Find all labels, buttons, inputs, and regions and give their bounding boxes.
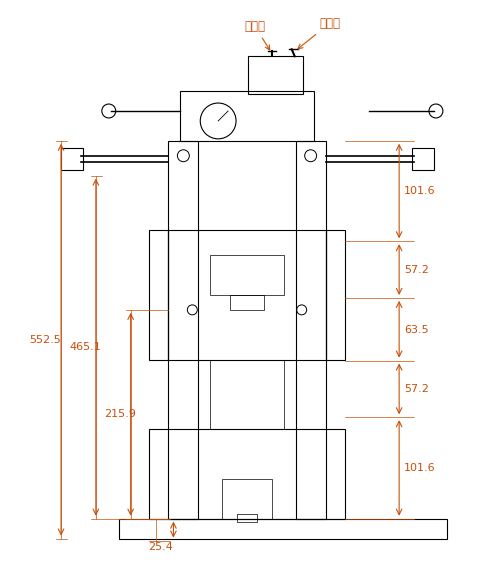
Bar bbox=[168, 231, 326, 360]
Bar bbox=[222, 479, 272, 519]
Bar bbox=[61, 148, 83, 170]
Text: 57.2: 57.2 bbox=[404, 384, 429, 395]
Bar bbox=[180, 91, 314, 141]
Bar bbox=[248, 56, 303, 94]
Text: 101.6: 101.6 bbox=[404, 185, 436, 196]
Bar bbox=[149, 231, 168, 360]
Bar bbox=[168, 141, 198, 519]
Bar bbox=[326, 231, 345, 360]
Text: 215.9: 215.9 bbox=[104, 410, 136, 419]
Bar bbox=[198, 141, 296, 519]
Bar bbox=[119, 519, 447, 539]
Bar bbox=[210, 360, 284, 429]
Text: 101.6: 101.6 bbox=[404, 463, 436, 473]
Bar bbox=[149, 429, 345, 519]
Bar bbox=[210, 255, 284, 295]
Text: 552.5: 552.5 bbox=[29, 335, 61, 345]
Text: 进油口: 进油口 bbox=[298, 17, 340, 49]
Text: 57.2: 57.2 bbox=[404, 265, 429, 275]
Bar bbox=[237, 514, 257, 522]
Bar bbox=[230, 295, 264, 310]
Text: 出油口: 出油口 bbox=[245, 20, 270, 50]
Text: 465.1: 465.1 bbox=[69, 341, 101, 352]
Bar bbox=[296, 141, 326, 519]
Bar bbox=[412, 148, 434, 170]
Text: 63.5: 63.5 bbox=[404, 325, 429, 335]
Text: 25.4: 25.4 bbox=[149, 542, 173, 551]
